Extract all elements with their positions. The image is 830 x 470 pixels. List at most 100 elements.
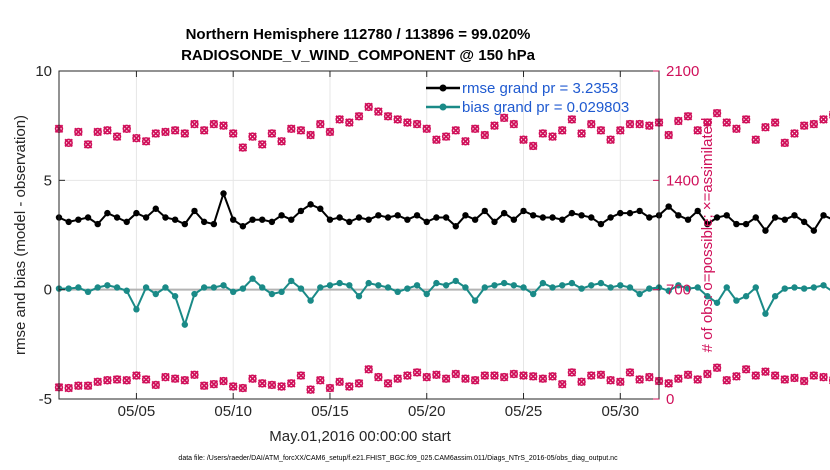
obs-assimilated-circle — [645, 372, 654, 382]
obs-possible-cross — [306, 130, 315, 140]
obs-possible-cross — [287, 124, 296, 134]
obs-assimilated-circle — [64, 383, 73, 393]
obs-possible-circle — [490, 121, 499, 130]
bias-point — [433, 279, 440, 287]
obs-possible-cross — [161, 127, 170, 137]
obs-possible-cross — [132, 133, 141, 143]
obs-assimilated-cross — [374, 372, 383, 382]
footnote: data file: /Users/raeder/DAI/ATM_forcXX/… — [178, 455, 618, 462]
obs-assimilated-cross — [393, 374, 402, 383]
obs-assimilated-circle — [567, 368, 577, 377]
obs-assimilated-cross — [83, 381, 93, 390]
legend-rmse-marker — [439, 84, 447, 92]
obs-possible-circle — [751, 135, 760, 144]
obs-assimilated-circle — [790, 373, 799, 383]
bias-point — [781, 285, 789, 292]
obs-possible-circle — [287, 124, 296, 133]
obs-possible-cross — [325, 127, 335, 137]
obs-possible-cross — [616, 126, 625, 135]
rmse-point — [162, 214, 169, 221]
rmse-point — [249, 216, 256, 223]
rmse-point — [152, 205, 159, 212]
rmse-point — [433, 214, 440, 221]
obs-possible-cross — [190, 119, 199, 129]
obs-assimilated-circle — [412, 368, 422, 377]
rmse-point — [723, 212, 730, 219]
rmse-point — [549, 214, 556, 221]
obs-assimilated-circle — [364, 365, 373, 374]
obs-possible-cross — [83, 140, 93, 149]
obs-assimilated-cross — [180, 376, 190, 385]
bias-point — [297, 285, 305, 292]
obs-assimilated-circle — [761, 367, 770, 376]
obs-assimilated-cross — [199, 381, 209, 390]
bias-point — [578, 285, 585, 292]
obs-possible-cross — [819, 115, 828, 124]
rmse-point — [520, 207, 527, 215]
obs-assimilated-circle — [751, 371, 760, 380]
obs-possible-circle — [693, 126, 702, 135]
bias-point — [249, 275, 256, 282]
rmse-point — [781, 216, 789, 223]
obs-possible-circle — [809, 119, 819, 129]
bias-point — [239, 285, 247, 292]
obs-possible-cross — [538, 129, 548, 138]
obs-possible-cross — [412, 119, 422, 129]
obs-assimilated-circle — [470, 376, 480, 385]
chart-title-line2: RADIOSONDE_V_WIND_COMPONENT @ 150 hPa — [181, 47, 536, 64]
obs-assimilated-cross — [770, 371, 780, 380]
rmse-point — [181, 220, 189, 228]
bias-point — [520, 284, 527, 291]
rmse-point — [559, 216, 566, 223]
obs-assimilated-circle — [538, 374, 548, 383]
obs-assimilated-cross — [219, 376, 228, 386]
obs-possible-cross — [567, 115, 577, 124]
obs-assimilated-cross — [151, 380, 161, 390]
obs-assimilated-circle — [616, 377, 625, 387]
rmse-point — [597, 220, 605, 228]
obs-assimilated-cross — [277, 382, 286, 391]
bias-point — [588, 282, 595, 289]
obs-possible-circle — [548, 132, 557, 141]
obs-possible-circle — [683, 112, 693, 121]
obs-assimilated-cross — [432, 370, 441, 380]
obs-possible-cross — [451, 126, 461, 135]
obs-possible-cross — [577, 129, 586, 138]
bias-point — [810, 284, 818, 291]
obs-assimilated-circle — [548, 372, 557, 381]
rmse-point — [742, 220, 750, 228]
bias-point — [307, 297, 314, 304]
obs-assimilated-cross — [732, 372, 741, 381]
obs-possible-circle — [103, 126, 112, 135]
rmse-point — [820, 212, 827, 219]
obs-assimilated-cross — [780, 375, 790, 384]
bias-point — [104, 282, 111, 289]
obs-assimilated-circle — [596, 370, 606, 379]
obs-possible-circle — [325, 127, 335, 137]
chart-title-line1: Northern Hemisphere 112780 / 113896 = 99… — [186, 26, 531, 43]
rmse-point — [452, 223, 459, 230]
rmse-point — [713, 214, 721, 221]
obs-possible-circle — [316, 119, 325, 129]
bias-point — [384, 284, 392, 291]
bias-point — [820, 282, 827, 289]
rmse-point — [675, 212, 682, 219]
obs-assimilated-circle — [112, 375, 122, 384]
rmse-point — [442, 214, 450, 221]
obs-possible-circle — [141, 137, 151, 146]
obs-assimilated-circle — [490, 371, 499, 380]
obs-possible-circle — [528, 141, 538, 151]
obs-possible-circle — [335, 115, 344, 124]
obs-possible-circle — [122, 124, 131, 133]
plot-frame — [58, 70, 660, 400]
obs-possible-cross — [335, 115, 344, 124]
obs-assimilated-cross — [538, 374, 548, 383]
obs-possible-circle — [567, 115, 577, 124]
bias-point — [742, 293, 750, 300]
obs-assimilated-circle — [151, 380, 160, 390]
bias-point — [394, 288, 401, 296]
rmse-point — [104, 209, 111, 217]
obs-possible-circle — [780, 138, 790, 148]
obs-assimilated-cross — [674, 374, 683, 383]
bias-point — [675, 282, 682, 289]
